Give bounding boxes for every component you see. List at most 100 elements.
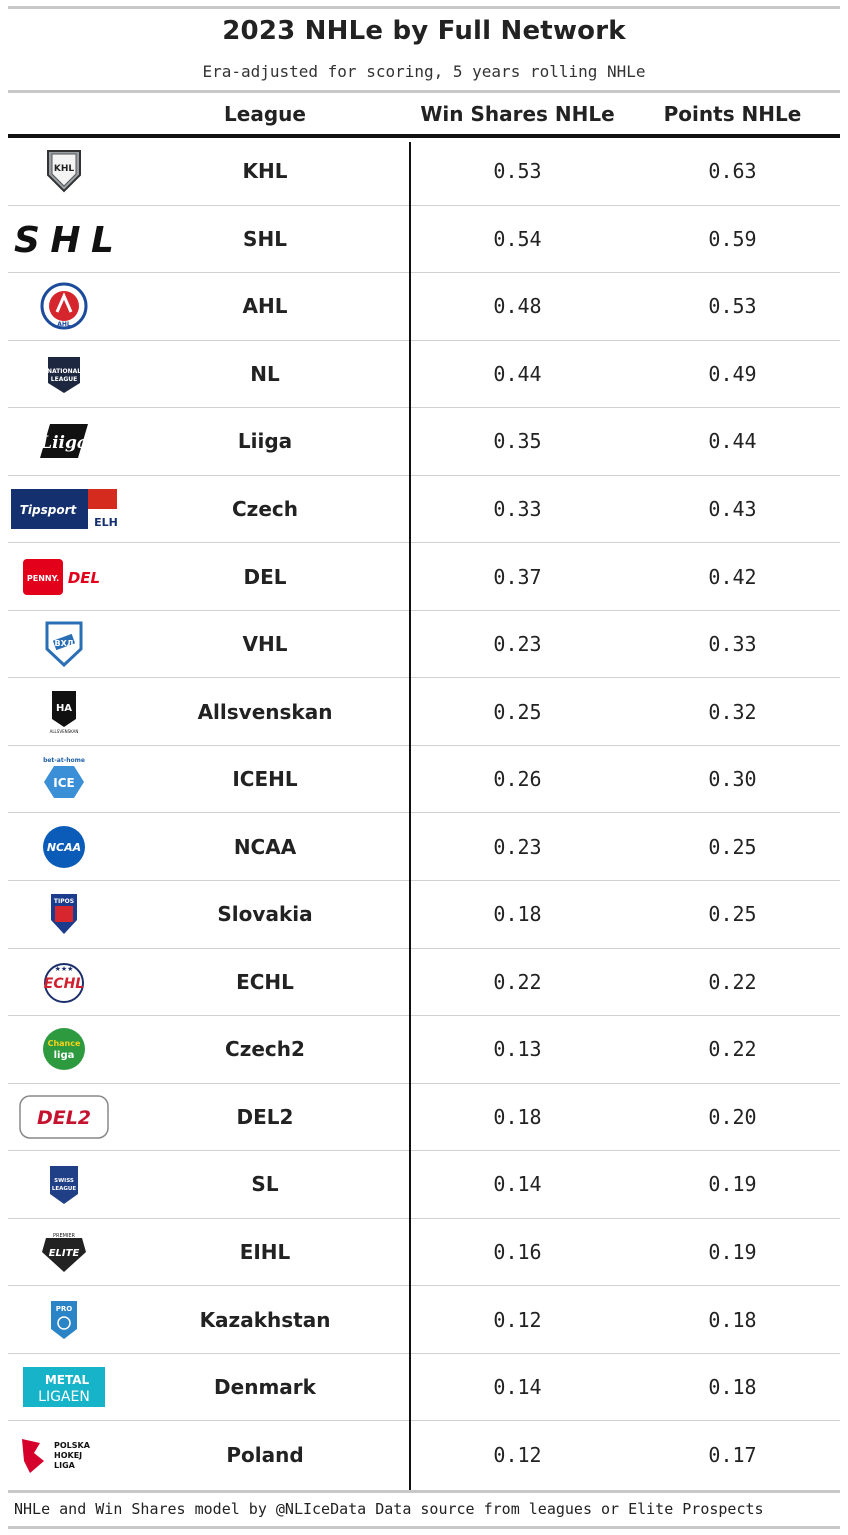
league-name: DEL <box>243 564 287 589</box>
win-shares-value: 0.14 <box>493 1172 542 1197</box>
table-row: bet-at-home ICE ICEHL 0.26 0.30 <box>8 746 840 814</box>
svg-text:NATIONAL: NATIONAL <box>47 368 81 375</box>
league-name: SL <box>251 1172 279 1197</box>
table-row: ВХЛ VHL 0.23 0.33 <box>8 611 840 679</box>
league-name: ICEHL <box>232 767 298 792</box>
polska-hokej-liga-logo: POLSKA HOKEJ LIGA <box>8 1421 120 1489</box>
table-row: Chance liga Czech2 0.13 0.22 <box>8 1016 840 1084</box>
league-name: Slovakia <box>217 902 313 927</box>
liiga-logo: Liiga <box>8 408 120 475</box>
points-value: 0.63 <box>708 159 757 184</box>
points-value: 0.22 <box>708 1037 757 1062</box>
points-value: 0.18 <box>708 1375 757 1400</box>
table-row: SHL SHL 0.54 0.59 <box>8 206 840 274</box>
vhl-logo: ВХЛ <box>8 611 120 678</box>
table-row: POLSKA HOKEJ LIGA Poland 0.12 0.17 <box>8 1421 840 1489</box>
points-value: 0.42 <box>708 564 757 589</box>
svg-text:bet-at-home: bet-at-home <box>43 757 85 764</box>
ahl-logo: AHL <box>8 273 120 340</box>
footer-credit: NHLe and Win Shares model by @NLIceData … <box>14 1500 764 1518</box>
metal-ligaen-logo: METAL LIGAEN <box>8 1354 120 1421</box>
points-value: 0.22 <box>708 969 757 994</box>
points-value: 0.19 <box>708 1172 757 1197</box>
points-value: 0.17 <box>708 1443 757 1468</box>
league-name: Czech <box>232 497 298 521</box>
allsvenskan-logo: HA ALLSVENSKAN <box>8 678 120 745</box>
table-row: Liiga Liiga 0.35 0.44 <box>8 408 840 476</box>
icehl-logo: bet-at-home ICE <box>8 746 120 813</box>
svg-text:METAL: METAL <box>45 1373 90 1387</box>
svg-text:liga: liga <box>54 1050 75 1061</box>
svg-text:KHL: KHL <box>54 164 75 174</box>
league-name: KHL <box>242 159 288 184</box>
win-shares-value: 0.48 <box>493 294 542 319</box>
league-name: SHL <box>243 226 287 251</box>
league-name: Poland <box>226 1443 304 1468</box>
svg-text:TIPOS: TIPOS <box>54 898 74 905</box>
svg-text:PRO: PRO <box>56 1305 73 1313</box>
tipsport-elh-logo: Tipsport ELH <box>8 476 120 543</box>
header-win-shares: Win Shares NHLe <box>420 101 615 126</box>
del2-logo: DEL2 <box>8 1084 120 1151</box>
bottom-rule <box>8 1526 840 1529</box>
table-row: METAL LIGAEN Denmark 0.14 0.18 <box>8 1354 840 1422</box>
table-header-row: League Win Shares NHLe Points NHLe <box>8 93 840 138</box>
table-row: PRO Kazakhstan 0.12 0.18 <box>8 1286 840 1354</box>
svg-text:ВХЛ: ВХЛ <box>55 639 74 648</box>
svg-text:POLSKA: POLSKA <box>54 1441 91 1450</box>
win-shares-value: 0.53 <box>493 159 542 184</box>
svg-text:PENNY.: PENNY. <box>27 574 59 583</box>
league-name: Kazakhstan <box>199 1307 331 1332</box>
win-shares-value: 0.37 <box>493 564 542 589</box>
svg-text:Tipsport: Tipsport <box>20 503 78 517</box>
win-shares-value: 0.13 <box>493 1037 542 1062</box>
league-name: Allsvenskan <box>197 699 333 724</box>
svg-text:LIGA: LIGA <box>54 1461 76 1470</box>
win-shares-value: 0.44 <box>493 361 542 386</box>
league-name: Czech2 <box>225 1037 305 1062</box>
svg-text:Chance: Chance <box>48 1039 81 1048</box>
points-value: 0.18 <box>708 1307 757 1332</box>
table-row: AHL AHL 0.48 0.53 <box>8 273 840 341</box>
win-shares-value: 0.25 <box>493 699 542 724</box>
points-value: 0.44 <box>708 429 757 454</box>
penny-del-logo: PENNY. DEL <box>8 543 120 610</box>
table-body: KHL KHL 0.53 0.63 SHL SHL 0.54 0.59 AHL AHL 0.48 0.… <box>8 138 840 1489</box>
table-row: SWISS LEAGUE SL 0.14 0.19 <box>8 1151 840 1219</box>
tipos-extraliga-logo: TIPOS <box>8 881 120 948</box>
win-shares-value: 0.35 <box>493 429 542 454</box>
points-value: 0.32 <box>708 699 757 724</box>
win-shares-value: 0.18 <box>493 902 542 927</box>
win-shares-value: 0.33 <box>493 497 542 521</box>
table-row: ELITE PREMIER EIHL 0.16 0.19 <box>8 1219 840 1287</box>
win-shares-value: 0.18 <box>493 1104 542 1129</box>
table-row: TIPOS Slovakia 0.18 0.25 <box>8 881 840 949</box>
svg-text:DEL2: DEL2 <box>37 1107 91 1129</box>
points-value: 0.49 <box>708 361 757 386</box>
win-shares-value: 0.14 <box>493 1375 542 1400</box>
table-row: HA ALLSVENSKAN Allsvenskan 0.25 0.32 <box>8 678 840 746</box>
win-shares-value: 0.16 <box>493 1240 542 1265</box>
league-name: Liiga <box>237 429 293 454</box>
svg-text:PREMIER: PREMIER <box>53 1233 76 1239</box>
svg-text:LEAGUE: LEAGUE <box>51 376 77 383</box>
table-row: KHL KHL 0.53 0.63 <box>8 138 840 206</box>
swiss-league-logo: SWISS LEAGUE <box>8 1151 120 1218</box>
table-row: Tipsport ELH Czech 0.33 0.43 <box>8 476 840 544</box>
top-rule <box>8 6 840 9</box>
header-points: Points NHLe <box>663 101 802 126</box>
chance-liga-logo: Chance liga <box>8 1016 120 1083</box>
league-name: Denmark <box>214 1375 316 1400</box>
svg-text:ELH: ELH <box>94 516 118 529</box>
pro-hockey-league-logo: PRO <box>8 1286 120 1353</box>
points-value: 0.33 <box>708 632 757 657</box>
column-divider <box>409 142 411 1491</box>
table-row: NATIONAL LEAGUE NL 0.44 0.49 <box>8 341 840 409</box>
win-shares-value: 0.54 <box>493 226 542 251</box>
points-value: 0.53 <box>708 294 757 319</box>
svg-text:SWISS: SWISS <box>54 1178 74 1184</box>
nhle-table: League Win Shares NHLe Points NHLe KHL KH… <box>8 93 840 1489</box>
national-league-logo: NATIONAL LEAGUE <box>8 341 120 408</box>
svg-text:★★★: ★★★ <box>55 965 74 973</box>
svg-text:ELITE: ELITE <box>49 1248 80 1259</box>
